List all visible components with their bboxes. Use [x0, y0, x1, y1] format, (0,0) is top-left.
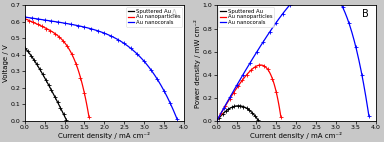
Sputtered Au	[243, 106, 247, 108]
Au nanoparticles	[38, 25, 42, 26]
Au nanocorals	[100, 32, 105, 33]
Text: B: B	[362, 9, 369, 19]
Au nanoparticles	[234, 88, 238, 89]
Legend: Sputtered Au, Au nanoparticles, Au nanocorals: Sputtered Au, Au nanoparticles, Au nanoc…	[126, 7, 182, 27]
Au nanocorals	[169, 106, 174, 107]
Au nanoparticles	[87, 116, 91, 118]
Au nanoparticles	[230, 95, 234, 96]
Au nanocorals	[163, 93, 168, 95]
Sputtered Au	[242, 106, 246, 108]
Au nanoparticles	[232, 92, 236, 93]
Legend: Sputtered Au, Au nanoparticles, Au nanocorals: Sputtered Au, Au nanoparticles, Au nanoc…	[218, 7, 274, 27]
Sputtered Au	[214, 120, 219, 122]
X-axis label: Current density / mA cm⁻²: Current density / mA cm⁻²	[58, 131, 151, 139]
Text: A: A	[171, 9, 177, 19]
Sputtered Au	[56, 102, 60, 104]
Sputtered Au	[26, 52, 31, 53]
Au nanoparticles	[42, 27, 47, 28]
Au nanocorals	[214, 120, 219, 122]
Au nanocorals	[362, 87, 367, 88]
Au nanoparticles	[40, 25, 44, 27]
Au nanoparticles	[23, 18, 27, 19]
Line: Au nanocorals: Au nanocorals	[25, 17, 177, 119]
Y-axis label: Power density / mW cm⁻²: Power density / mW cm⁻²	[194, 19, 201, 108]
Au nanocorals	[367, 115, 371, 117]
Au nanoparticles	[258, 64, 263, 66]
Au nanoparticles	[214, 120, 219, 122]
Sputtered Au	[37, 68, 41, 69]
Sputtered Au	[64, 119, 69, 121]
Y-axis label: Voltage / V: Voltage / V	[3, 44, 10, 82]
Sputtered Au	[23, 48, 27, 49]
Au nanocorals	[23, 16, 27, 18]
Sputtered Au	[237, 105, 241, 107]
Line: Sputtered Au: Sputtered Au	[217, 106, 258, 121]
Sputtered Au	[229, 107, 233, 108]
Line: Sputtered Au: Sputtered Au	[25, 48, 66, 120]
Line: Au nanoparticles: Au nanoparticles	[25, 19, 89, 117]
Au nanocorals	[347, 22, 351, 24]
Au nanoparticles	[56, 36, 61, 37]
Line: Au nanoparticles: Au nanoparticles	[217, 65, 281, 121]
Sputtered Au	[49, 89, 54, 91]
Au nanoparticles	[265, 69, 270, 70]
Au nanocorals	[91, 29, 96, 30]
Au nanoparticles	[73, 61, 78, 63]
Sputtered Au	[218, 115, 223, 117]
Au nanocorals	[283, 10, 287, 12]
Au nanocorals	[356, 56, 361, 58]
Au nanoparticles	[248, 70, 253, 71]
Sputtered Au	[44, 80, 49, 82]
Au nanocorals	[77, 25, 82, 27]
Sputtered Au	[248, 110, 253, 112]
Au nanocorals	[175, 118, 179, 120]
Sputtered Au	[236, 105, 241, 107]
Sputtered Au	[256, 119, 260, 121]
Au nanoparticles	[55, 34, 59, 36]
Line: Au nanocorals: Au nanocorals	[217, 0, 369, 121]
Au nanocorals	[154, 77, 159, 79]
Au nanocorals	[269, 29, 273, 31]
Au nanoparticles	[278, 116, 283, 117]
Au nanocorals	[292, 0, 296, 1]
X-axis label: Current density / mA cm⁻²: Current density / mA cm⁻²	[250, 131, 342, 139]
Au nanoparticles	[247, 72, 251, 73]
Sputtered Au	[50, 92, 55, 93]
